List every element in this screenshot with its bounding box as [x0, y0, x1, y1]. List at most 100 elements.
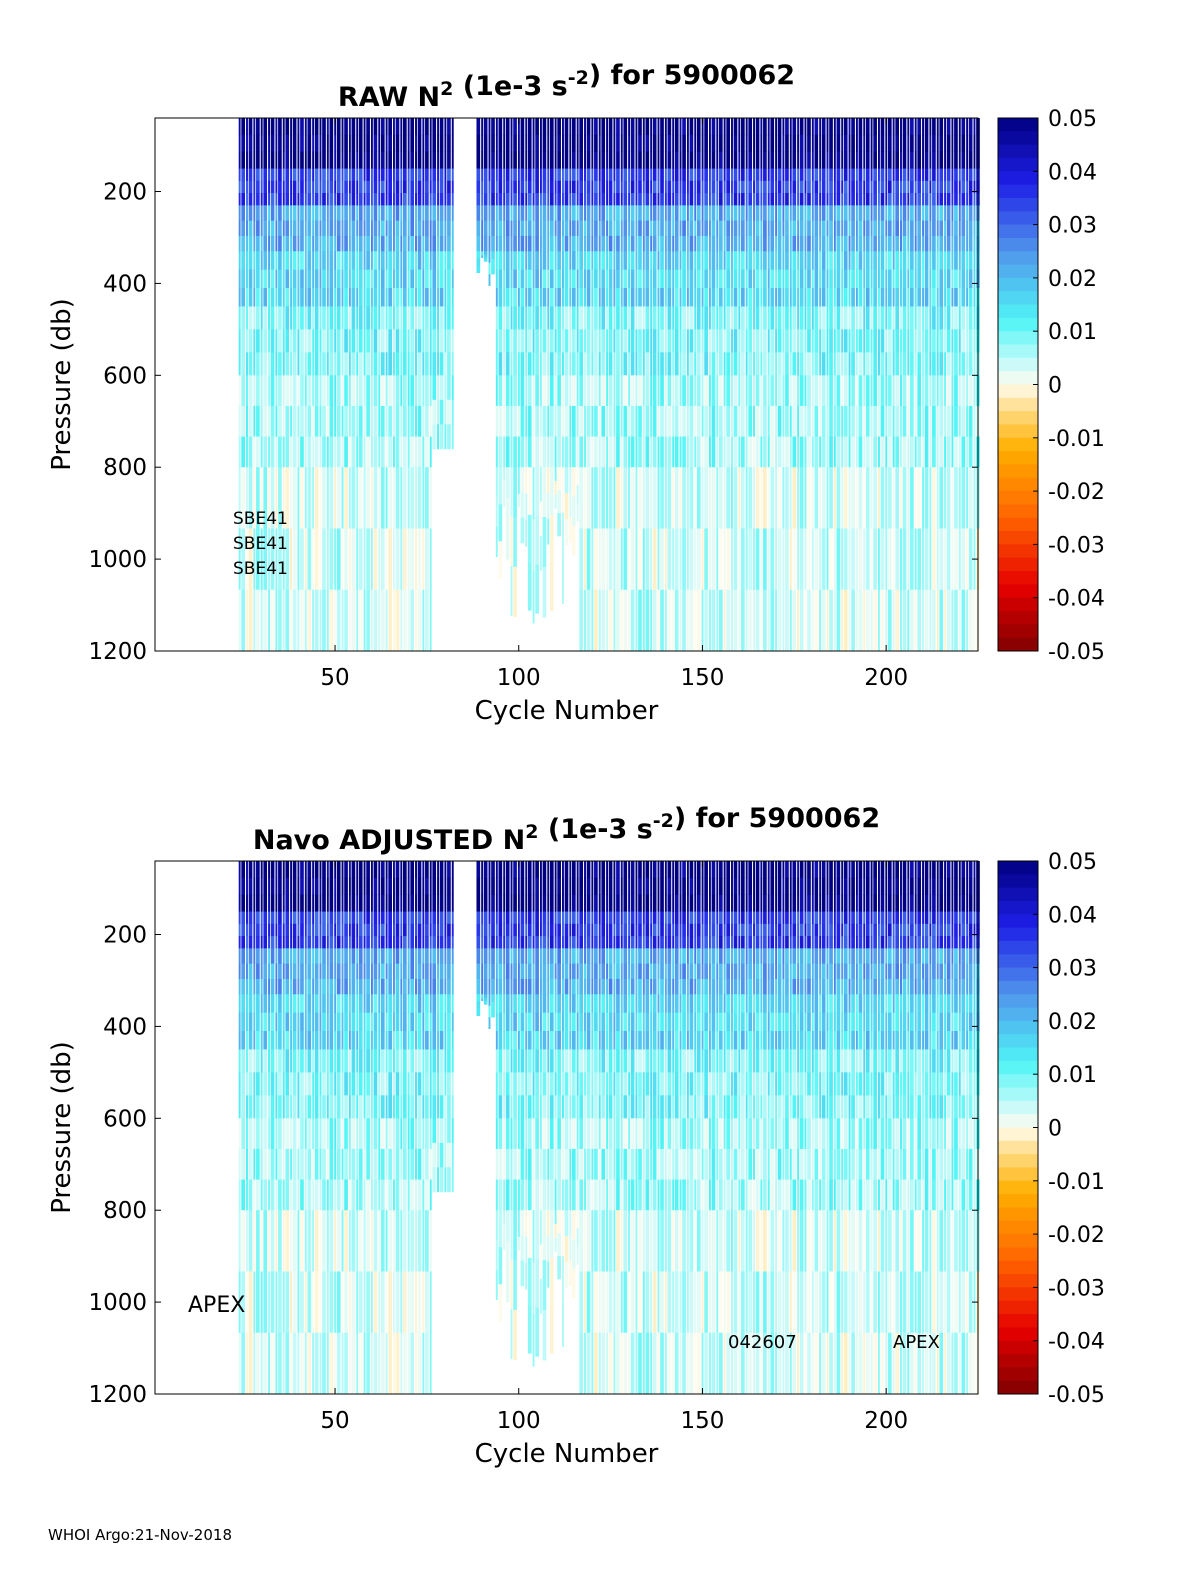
heatmap-cell: [763, 269, 767, 289]
heatmap-cell: [789, 306, 792, 330]
heatmap-cell: [616, 151, 620, 169]
heatmap-cell: [877, 193, 880, 206]
heatmap-cell: [917, 352, 922, 376]
heatmap-cell: [873, 375, 877, 407]
heatmap-cell: [547, 329, 550, 353]
heatmap-cell: [954, 589, 958, 652]
heatmap-cell: [564, 352, 569, 376]
heatmap-cell: [326, 235, 329, 252]
heatmap-cell: [334, 1210, 337, 1272]
heatmap-cell: [569, 467, 572, 493]
heatmap-cell: [246, 528, 248, 591]
heatmap-cell: [591, 151, 594, 169]
heatmap-cell: [312, 1049, 315, 1073]
heatmap-cell: [285, 1179, 290, 1211]
heatmap-cell: [417, 288, 422, 307]
heatmap-cell: [322, 1012, 326, 1032]
heatmap-cell: [657, 180, 660, 194]
heatmap-cell: [689, 375, 694, 407]
heatmap-cell: [282, 134, 285, 153]
heatmap-cell: [304, 1031, 307, 1050]
heatmap-cell: [620, 118, 623, 136]
heatmap-cell: [855, 306, 858, 330]
heatmap-cell: [741, 306, 745, 330]
heatmap-cell: [366, 894, 370, 912]
heatmap-cell: [248, 193, 253, 206]
heatmap-cell: [797, 168, 800, 182]
heatmap-cell: [763, 134, 767, 153]
heatmap-cell: [895, 193, 899, 206]
heatmap-cell: [733, 306, 738, 330]
heatmap-cell: [821, 288, 826, 307]
heatmap-cell: [841, 288, 844, 307]
heatmap-cell: [660, 118, 664, 136]
heatmap-cell: [341, 963, 344, 980]
heatmap-cell: [319, 1148, 322, 1180]
heatmap-cell: [400, 589, 403, 652]
heatmap-cell: [270, 180, 275, 194]
heatmap-cell: [858, 467, 863, 529]
heatmap-cell: [650, 205, 653, 222]
heatmap-cell: [936, 118, 939, 136]
heatmap-cell: [826, 288, 829, 307]
heatmap-cell: [841, 134, 844, 153]
heatmap-cell: [767, 235, 770, 252]
heatmap-cell: [246, 134, 248, 153]
heatmap-cell: [400, 528, 403, 591]
heatmap-cell: [282, 329, 285, 353]
heatmap-cell: [826, 352, 829, 376]
heatmap-cell: [917, 168, 922, 182]
heatmap-cell: [520, 288, 525, 307]
heatmap-cell: [785, 375, 789, 407]
heatmap-cell: [263, 193, 268, 206]
heatmap-cell: [701, 288, 704, 307]
heatmap-cell: [292, 193, 297, 206]
heatmap-cell: [341, 288, 344, 307]
heatmap-cell: [601, 288, 606, 307]
heatmap-cell: [307, 1148, 312, 1180]
heatmap-cell: [696, 134, 701, 153]
heatmap-cell: [429, 205, 432, 222]
heatmap-cell: [745, 251, 748, 271]
heatmap-cell: [557, 205, 561, 222]
heatmap-cell: [253, 329, 256, 353]
heatmap-cell: [733, 329, 738, 353]
heatmap-cell: [425, 193, 429, 206]
heatmap-cell: [410, 528, 415, 591]
heatmap-cell: [415, 436, 417, 468]
heatmap-cell: [532, 405, 535, 437]
heatmap-cell: [370, 948, 373, 965]
heatmap-cell: [432, 151, 437, 169]
heatmap-cell: [865, 375, 870, 407]
heatmap-cell: [554, 251, 557, 271]
heatmap-cell: [848, 118, 851, 136]
heatmap-cell: [804, 180, 807, 194]
heatmap-cell: [341, 911, 344, 925]
heatmap-cell: [260, 528, 263, 591]
heatmap-cell: [873, 589, 877, 652]
annotation-text: SBE41: [233, 509, 288, 529]
heatmap-cell: [422, 405, 425, 437]
heatmap-cell: [344, 1118, 348, 1150]
heatmap-cell: [745, 193, 748, 206]
heatmap-cell: [380, 134, 385, 153]
heatmap-cell: [961, 118, 966, 136]
heatmap-cell: [682, 134, 686, 153]
heatmap-cell: [290, 288, 293, 307]
heatmap-cell: [322, 306, 326, 330]
heatmap-cell: [495, 329, 498, 353]
heatmap-cell: [785, 220, 789, 237]
heatmap-cell: [877, 306, 880, 330]
heatmap-cell: [944, 251, 947, 271]
heatmap-cell: [723, 288, 726, 307]
heatmap-cell: [297, 220, 300, 237]
heatmap-cell: [341, 220, 344, 237]
heatmap-cell: [748, 375, 753, 407]
heatmap-cell: [708, 288, 711, 307]
heatmap-cell: [297, 205, 300, 222]
heatmap-cell: [958, 251, 961, 271]
heatmap-cell: [914, 405, 917, 437]
heatmap-cell: [591, 405, 594, 437]
heatmap-cell: [278, 375, 282, 407]
heatmap-cell: [829, 375, 833, 407]
